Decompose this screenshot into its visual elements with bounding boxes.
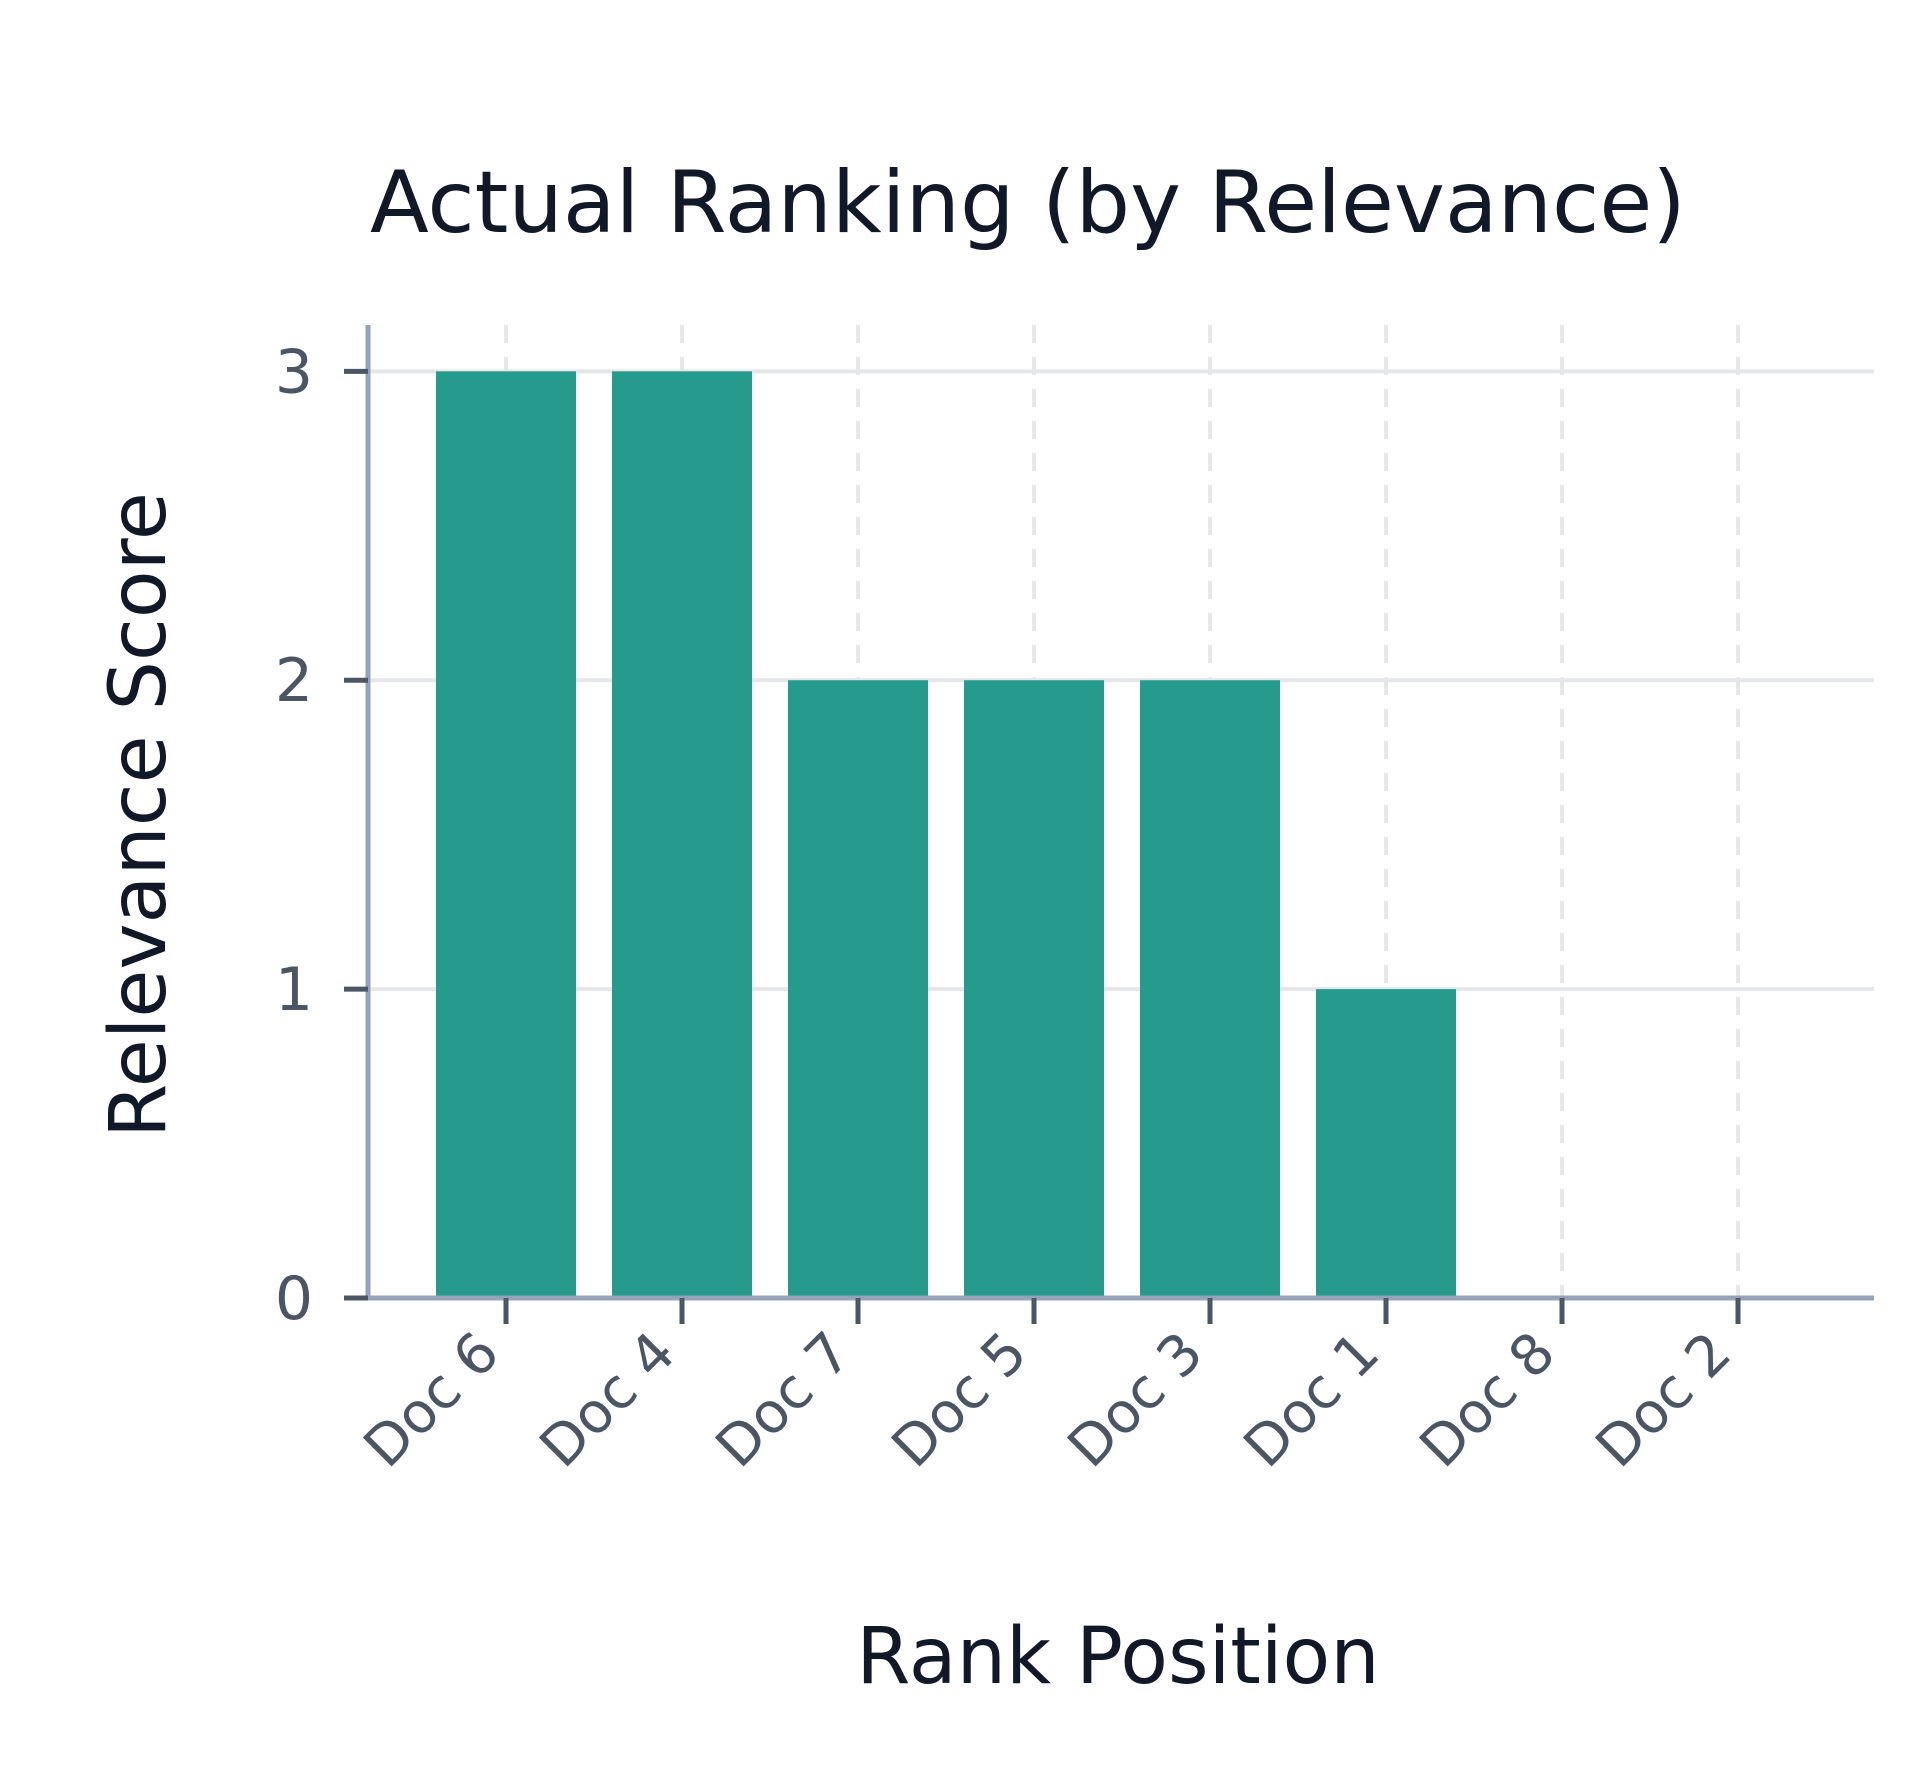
x-tick-label: Doc 2 <box>1584 1320 1744 1480</box>
x-tick-label: Doc 1 <box>1232 1320 1392 1480</box>
bars <box>436 371 1456 1298</box>
x-tick-label: Doc 5 <box>880 1320 1040 1480</box>
bar <box>1316 989 1456 1298</box>
grid <box>368 325 1874 1298</box>
y-axis-ticks: 0 1 2 3 <box>275 337 368 1334</box>
y-axis-label: Relevance Score <box>94 492 184 1138</box>
axes <box>365 325 1874 1301</box>
bar <box>612 371 752 1298</box>
y-tick-label: 3 <box>275 337 313 407</box>
bar <box>788 680 928 1298</box>
x-axis-label: Rank Position <box>856 1612 1379 1702</box>
x-axis-ticks: Doc 6 Doc 4 Doc 7 Doc 5 Doc 3 Doc 1 Doc 8 Doc 2 <box>352 1298 1744 1480</box>
bar <box>964 680 1104 1298</box>
x-tick-label: Doc 7 <box>704 1320 864 1480</box>
x-tick-label: Doc 3 <box>1056 1320 1216 1480</box>
bar <box>1140 680 1280 1298</box>
bar <box>436 371 576 1298</box>
y-tick-label: 1 <box>275 955 313 1025</box>
y-tick-label: 2 <box>275 646 313 716</box>
chart-title: Actual Ranking (by Relevance) <box>370 153 1686 253</box>
x-tick-label: Doc 4 <box>528 1320 688 1480</box>
x-tick-label: Doc 6 <box>352 1320 512 1480</box>
y-tick-label: 0 <box>275 1264 313 1334</box>
x-tick-label: Doc 8 <box>1408 1320 1568 1480</box>
